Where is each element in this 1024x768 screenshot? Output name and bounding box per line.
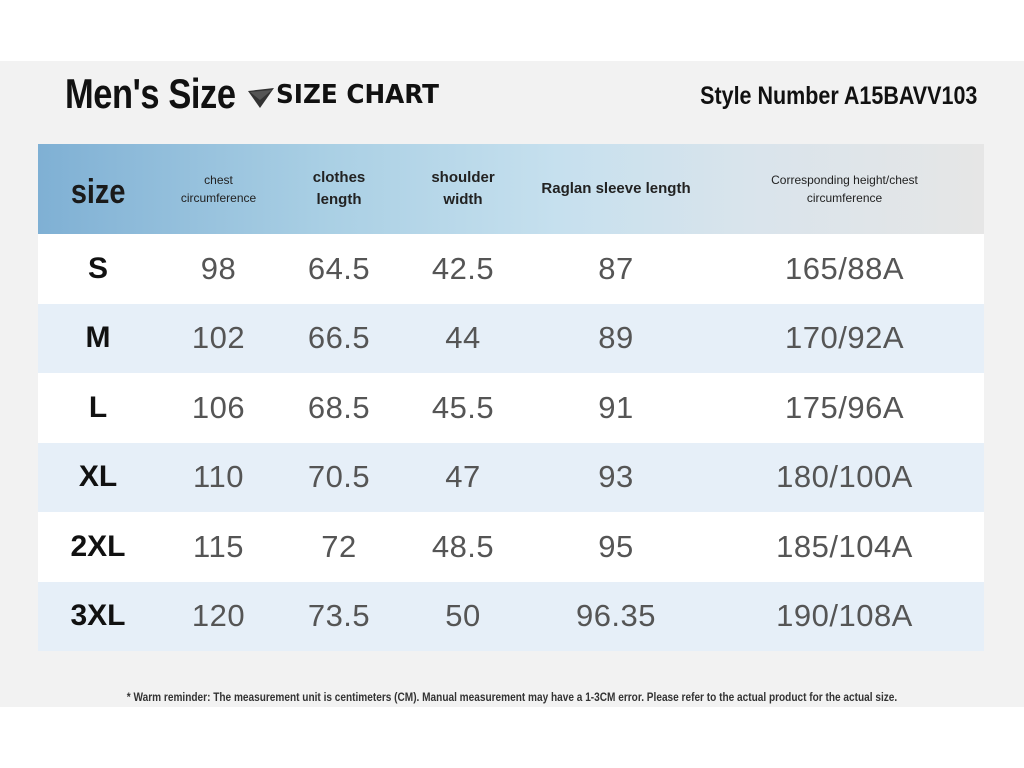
cell-size: 3XL — [70, 599, 126, 633]
cell-shoulder: 48.5 — [431, 528, 495, 564]
header-length: clothes length — [312, 168, 366, 209]
cell-chest: 115 — [193, 528, 244, 564]
header-height-chest: Corresponding height/chest circumference — [771, 173, 918, 205]
cell-length: 72 — [321, 528, 357, 564]
cell-raglan: 93 — [598, 459, 634, 495]
cell-chest: 106 — [191, 389, 246, 425]
cell-size: L — [88, 390, 108, 424]
cell-raglan: 95 — [598, 528, 634, 564]
cell-shoulder: 50 — [445, 598, 481, 634]
size-table: size chest circumference clothes length … — [38, 144, 984, 651]
cell-raglan: 87 — [598, 250, 634, 286]
cell-height-chest: 180/100A — [776, 459, 913, 495]
header-shoulder: shoulder width — [431, 168, 495, 209]
cell-height-chest: 190/108A — [776, 598, 913, 634]
cell-length: 70.5 — [307, 459, 371, 495]
page-title: Men's Size — [65, 70, 236, 117]
table-body: S 98 64.5 42.5 87 165/88A M 102 66.5 44 89 170/92A L… — [38, 234, 984, 651]
header-chest: chest circumference — [180, 173, 257, 205]
cell-size: 2XL — [70, 529, 126, 563]
cell-height-chest: 175/96A — [785, 389, 904, 425]
footnote: * Warm reminder: The measurement unit is… — [126, 690, 898, 704]
table-row: 2XL 115 72 48.5 95 185/104A — [38, 512, 984, 582]
cell-raglan: 89 — [598, 320, 634, 356]
cell-raglan: 91 — [598, 389, 634, 425]
cell-chest: 120 — [191, 598, 246, 634]
header-raglan: Raglan sleeve length — [541, 179, 691, 197]
size-chart-subtitle: SIZE CHART — [276, 80, 440, 110]
cell-height-chest: 185/104A — [776, 528, 913, 564]
cell-size: S — [87, 251, 108, 285]
table-row: XL 110 70.5 47 93 180/100A — [38, 442, 984, 512]
cell-length: 64.5 — [307, 250, 371, 286]
cell-size: M — [85, 321, 111, 355]
cell-length: 68.5 — [307, 389, 371, 425]
table-row: M 102 66.5 44 89 170/92A — [38, 303, 984, 373]
cell-shoulder: 47 — [445, 459, 481, 495]
table-row: 3XL 120 73.5 50 96.35 190/108A — [38, 581, 984, 651]
cell-chest: 102 — [191, 320, 246, 356]
cell-length: 73.5 — [307, 598, 371, 634]
style-number: Style Number A15BAVV103 — [699, 82, 977, 110]
table-row: L 106 68.5 45.5 91 175/96A — [38, 373, 984, 443]
cell-shoulder: 42.5 — [431, 250, 495, 286]
cell-chest: 110 — [193, 459, 244, 495]
cell-height-chest: 165/88A — [785, 250, 904, 286]
cell-shoulder: 45.5 — [431, 389, 495, 425]
cell-size: XL — [78, 460, 118, 494]
cell-chest: 98 — [200, 250, 237, 286]
cell-length: 66.5 — [307, 320, 371, 356]
cell-height-chest: 170/92A — [785, 320, 904, 356]
cell-shoulder: 44 — [445, 320, 481, 356]
triangle-icon — [248, 88, 274, 108]
table-row: S 98 64.5 42.5 87 165/88A — [38, 234, 984, 304]
table-header: size chest circumference clothes length … — [38, 144, 984, 234]
header-size: size — [70, 172, 126, 211]
cell-raglan: 96.35 — [575, 598, 657, 634]
